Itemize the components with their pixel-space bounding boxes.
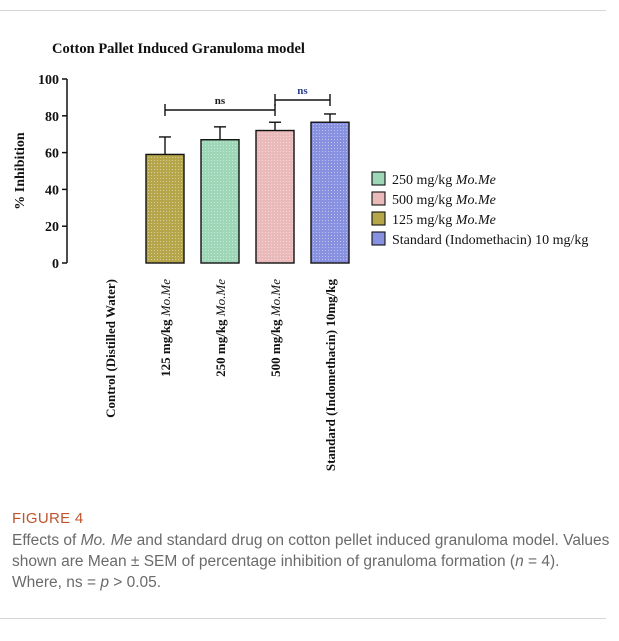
bottom-divider xyxy=(0,618,606,619)
legend-label: 250 mg/kg Mo.Me xyxy=(392,173,496,188)
legend-swatch xyxy=(371,231,386,246)
chart-container: Cotton Pallet Induced Granuloma model % I… xyxy=(0,24,619,504)
caption-run: p xyxy=(100,574,109,591)
x-category-label: Standard (Indomethacin) 10mg/kg xyxy=(323,279,338,472)
figure-caption: FIGURE 4 Effects of Mo. Me and standard … xyxy=(12,510,612,593)
y-tick-label: 60 xyxy=(45,147,59,162)
legend-label: 125 mg/kg Mo.Me xyxy=(392,213,496,228)
y-tick-label: 20 xyxy=(45,220,59,235)
caption-run: Mo. Me xyxy=(80,532,133,549)
caption-run: and standard drug on cotton pellet induc… xyxy=(12,532,610,570)
legend-label: Standard (Indomethacin) 10 mg/kg xyxy=(392,233,588,248)
x-category-label: Control (Distilled Water) xyxy=(103,279,118,418)
bar xyxy=(200,139,240,264)
caption-text: Effects of Mo. Me and standard drug on c… xyxy=(12,530,612,593)
top-divider xyxy=(0,10,606,11)
y-tick-label: 100 xyxy=(38,73,59,88)
significance-label: ns xyxy=(297,85,308,97)
chart-title: Cotton Pallet Induced Granuloma model xyxy=(52,41,305,57)
y-tick-label: 0 xyxy=(52,257,59,272)
bar xyxy=(145,153,185,264)
legend-label: 500 mg/kg Mo.Me xyxy=(392,193,496,208)
legend-swatch xyxy=(371,191,386,206)
caption-run: > 0.05. xyxy=(108,574,162,591)
legend-swatch xyxy=(371,211,386,226)
bar xyxy=(255,129,295,264)
bar xyxy=(310,121,350,264)
significance-label: ns xyxy=(215,95,226,107)
caption-run: n xyxy=(515,553,524,570)
figure-label: FIGURE 4 xyxy=(12,510,84,527)
legend-swatch xyxy=(371,171,386,186)
x-category-label: 250 mg/kg Mo.Me xyxy=(213,279,228,377)
caption-run: = 4). Where, ns = xyxy=(12,553,560,591)
y-tick-label: 80 xyxy=(45,110,59,125)
y-tick-label: 40 xyxy=(45,183,59,198)
caption-run: Effects of xyxy=(12,532,81,549)
y-axis-label: % Inhibition xyxy=(13,132,28,210)
x-category-label: 125 mg/kg Mo.Me xyxy=(158,279,173,377)
x-category-label: 500 mg/kg Mo.Me xyxy=(268,279,283,377)
bar-chart: Cotton Pallet Induced Granuloma model % I… xyxy=(13,41,588,472)
